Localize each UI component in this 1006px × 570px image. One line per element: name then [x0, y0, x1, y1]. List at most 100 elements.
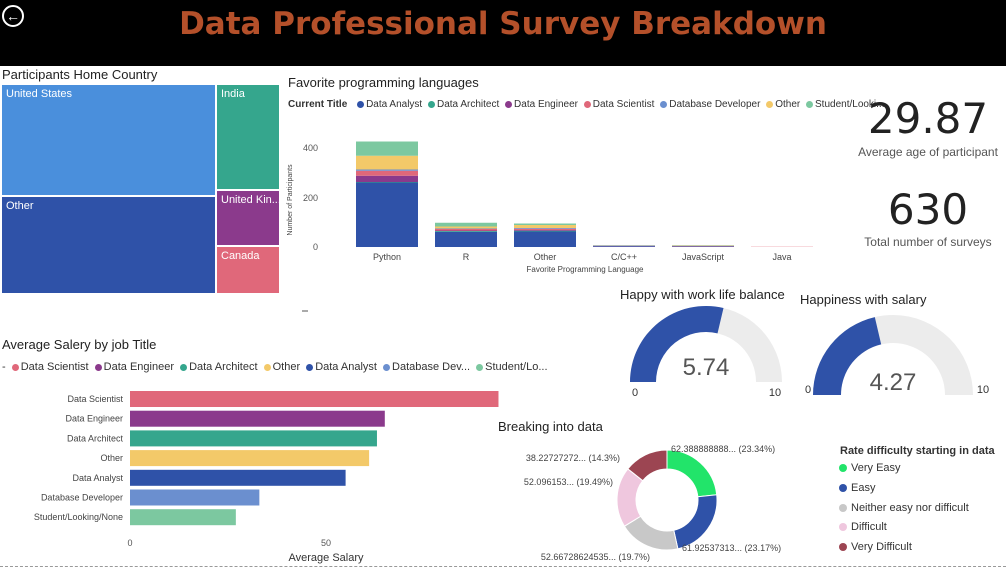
legend-dot-icon [583, 100, 591, 108]
bar-segment[interactable] [672, 246, 734, 248]
bar-segment[interactable] [593, 246, 655, 247]
legend-item-easy[interactable]: Easy [836, 482, 875, 494]
legend-item[interactable]: Data Analyst [303, 361, 377, 373]
legend-label: Very Easy [851, 462, 901, 474]
gauge-value: 4.27 [870, 369, 917, 396]
legend-item-very-easy[interactable]: Very Easy [836, 462, 901, 474]
gauge-title-salary: Happiness with salary [800, 292, 927, 307]
x-tick-label: Other [534, 252, 557, 262]
gauge-value: 5.74 [683, 354, 730, 381]
scroll-handle[interactable] [302, 310, 308, 312]
donut-slice[interactable] [627, 449, 668, 482]
difficulty-legend-title: Rate difficulty starting in data [840, 445, 995, 457]
bar-segment[interactable] [435, 231, 497, 232]
bar-segment[interactable] [435, 226, 497, 229]
legend-dot-icon [11, 363, 19, 371]
languages-title: Favorite programming languages [288, 75, 479, 90]
legend-item[interactable]: Data Architect [177, 361, 258, 373]
y-tick-label: Data Engineer [65, 414, 123, 424]
legend-label: Difficult [851, 521, 887, 533]
legend-item[interactable]: Data Analyst [354, 99, 422, 110]
legend-item[interactable]: Student/Lo... [473, 361, 548, 373]
y-tick-label: 0 [313, 242, 318, 252]
legend-item[interactable]: Data Engineer [502, 99, 578, 110]
donut-slice[interactable] [666, 449, 718, 498]
bar-segment[interactable] [514, 230, 576, 232]
legend-label: Very Difficult [851, 541, 912, 553]
bar-segment[interactable] [514, 231, 576, 248]
x-tick-label: Java [772, 252, 791, 262]
bar-segment[interactable] [672, 245, 734, 246]
legend-item[interactable]: Other [261, 361, 300, 373]
legend-label: Data Scientist [20, 361, 89, 373]
legend-item-neither[interactable]: Neither easy nor difficult [836, 502, 969, 514]
salary-bar[interactable] [130, 450, 370, 467]
treemap-label: Other [6, 200, 34, 212]
treemap-cell-united-states[interactable]: United States [1, 84, 216, 196]
gauge-salary: 4.27 0 10 [805, 315, 989, 396]
salary-bar[interactable] [130, 469, 346, 486]
legend-dot-icon [505, 100, 513, 108]
legend-item-difficult[interactable]: Difficult [836, 521, 887, 533]
x-tick-label: Python [373, 252, 401, 262]
bar-segment[interactable] [514, 223, 576, 226]
kpi-count-label: Total number of surveys [864, 235, 992, 249]
legend-item[interactable]: Data Architect [425, 99, 499, 110]
legend-dash-icon: - [2, 361, 6, 373]
back-arrow-icon[interactable]: ← [2, 5, 24, 27]
treemap-cell-canada[interactable]: Canada [216, 246, 280, 294]
legend-label: Data Analyst [315, 361, 377, 373]
languages-legend: Current Title Data Analyst Data Architec… [288, 99, 885, 110]
legend-label: Data Scientist [592, 99, 655, 110]
bar-segment[interactable] [356, 169, 418, 171]
salary-bar[interactable] [130, 391, 499, 407]
legend-dot-icon [839, 464, 847, 473]
legend-item[interactable]: Database Developer [657, 99, 760, 110]
donut-slice[interactable] [673, 494, 718, 550]
bar-segment[interactable] [356, 182, 418, 248]
legend-label: Other [775, 99, 801, 110]
treemap-cell-other[interactable]: Other [1, 196, 216, 294]
bar-segment[interactable] [356, 170, 418, 176]
bar-segment[interactable] [356, 141, 418, 156]
gauge-min: 0 [632, 387, 638, 399]
bar-segment[interactable] [435, 230, 497, 232]
salary-bar[interactable] [130, 430, 377, 447]
bar-segment[interactable] [514, 228, 576, 229]
legend-item[interactable]: Other [763, 99, 800, 110]
bar-segment[interactable] [356, 175, 418, 182]
bar-segment[interactable] [514, 225, 576, 228]
salary-bar[interactable] [130, 489, 260, 506]
legend-item[interactable]: Data Scientist [581, 99, 655, 110]
gauge-max: 10 [769, 387, 781, 399]
treemap-title: Participants Home Country [2, 67, 158, 82]
bar-segment[interactable] [356, 182, 418, 183]
bar-segment[interactable] [435, 229, 497, 231]
legend-label: Database Developer [669, 99, 761, 110]
bar-segment[interactable] [514, 230, 576, 231]
legend-item[interactable]: Student/Looki... [803, 99, 885, 110]
bar-segment[interactable] [435, 222, 497, 227]
languages-x-labels: Python R Other C/C++ JavaScript Java [373, 252, 792, 262]
salary-bar[interactable] [130, 509, 236, 526]
legend-dot-icon [383, 363, 391, 371]
bar-segment[interactable] [435, 228, 497, 230]
legend-item-very-difficult[interactable]: Very Difficult [836, 541, 912, 553]
legend-dot-icon [806, 100, 813, 108]
legend-item[interactable]: Database Dev... [380, 361, 470, 373]
x-tick-label: R [463, 252, 470, 262]
kpi-age-label: Average age of participant [858, 145, 998, 159]
legend-label: Student/Looki... [815, 99, 885, 110]
legend-item[interactable]: Data Engineer [92, 361, 174, 373]
salary-bar[interactable] [130, 410, 385, 427]
bar-segment[interactable] [356, 155, 418, 170]
bar-segment[interactable] [435, 231, 497, 247]
legend-label: Data Architect [437, 99, 500, 110]
treemap-cell-india[interactable]: India [216, 84, 280, 190]
treemap-label: United Kin... [221, 194, 280, 206]
salary-bars [130, 391, 499, 526]
bar-segment[interactable] [514, 228, 576, 230]
legend-dot-icon [839, 484, 847, 493]
legend-item[interactable]: Data Scientist [9, 361, 89, 373]
treemap-cell-united-kingdom[interactable]: United Kin... [216, 190, 280, 246]
